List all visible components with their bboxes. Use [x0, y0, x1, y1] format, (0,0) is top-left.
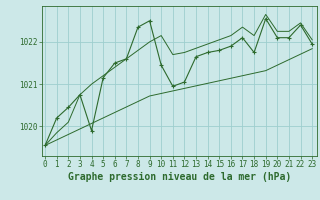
X-axis label: Graphe pression niveau de la mer (hPa): Graphe pression niveau de la mer (hPa): [68, 172, 291, 182]
